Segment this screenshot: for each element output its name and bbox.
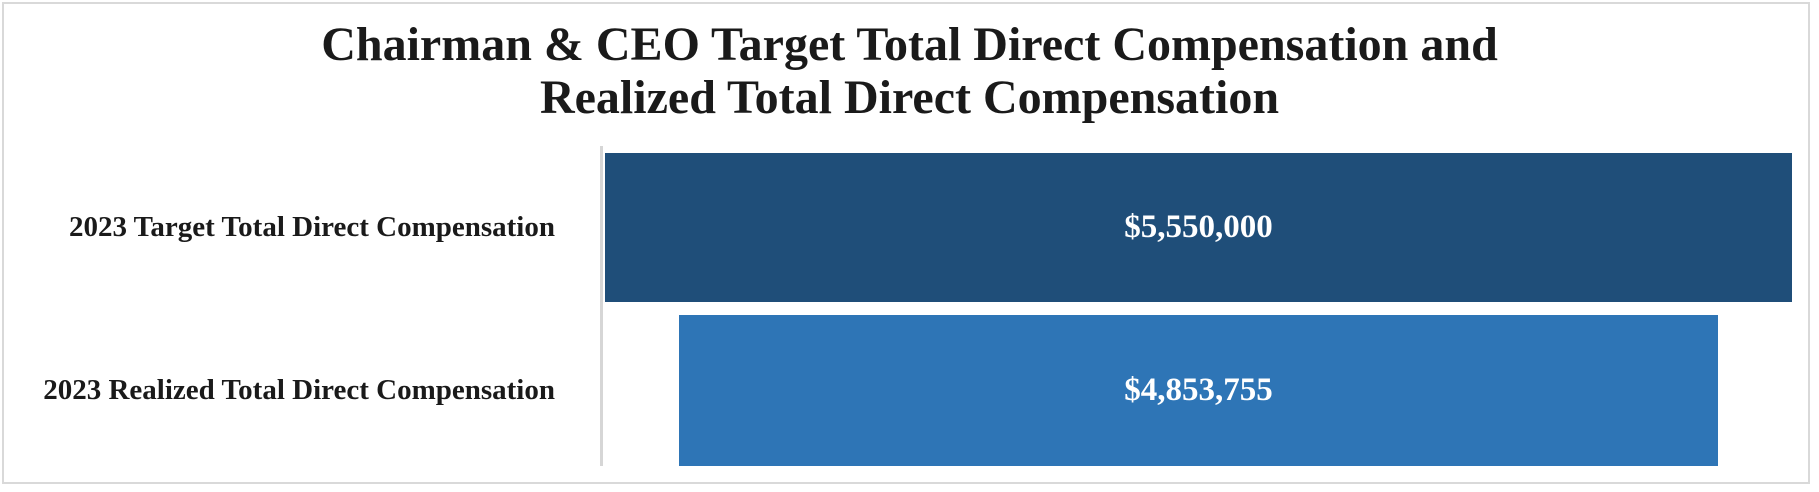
category-label-target-compensation: 2023 Target Total Direct Compensation	[68, 211, 555, 243]
chart-title-line-1: Chairman & CEO Target Total Direct Compe…	[321, 18, 1498, 71]
target-compensation-bar: $5,550,000	[605, 153, 1792, 302]
category-label-realized-compensation: 2023 Realized Total Direct Compensation	[43, 374, 555, 406]
realized-compensation-value-label: $4,853,755	[1124, 372, 1273, 408]
chart-title: Chairman & CEO Target Total Direct Compe…	[0, 18, 1819, 125]
bar-track-realized: $4,853,755	[605, 315, 1792, 466]
bar-track-target: $5,550,000	[605, 153, 1792, 302]
realized-compensation-bar: $4,853,755	[679, 315, 1718, 466]
category-axis-line	[600, 146, 603, 466]
target-compensation-value-label: $5,550,000	[1124, 209, 1273, 245]
chart-title-line-2: Realized Total Direct Compensation	[539, 70, 1280, 124]
